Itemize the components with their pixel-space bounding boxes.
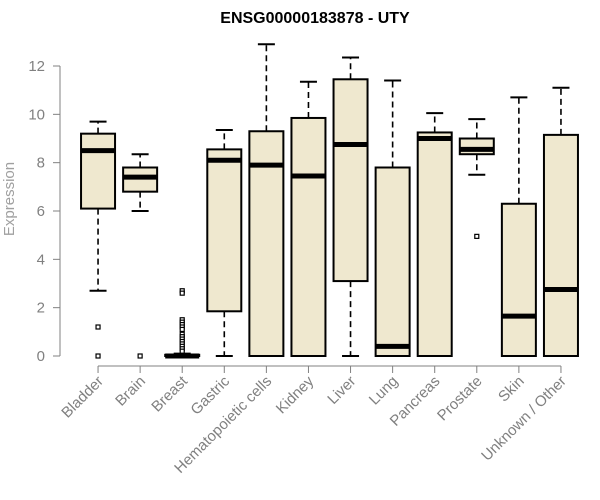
y-tick-label: 12: [28, 58, 45, 75]
box-group: [458, 118, 495, 239]
box-group: [416, 112, 453, 357]
outlier-point: [95, 353, 101, 359]
y-axis-label: Expression: [1, 162, 18, 236]
x-tick-label: Prostate: [434, 373, 486, 425]
x-tick-label: Skin: [495, 373, 528, 406]
box: [332, 78, 369, 283]
box: [500, 202, 537, 357]
x-tick-label: Brain: [112, 373, 149, 410]
outlier-point: [179, 348, 185, 354]
box-group: [542, 86, 579, 357]
y-axis: 0 2 4 6 8 10 12: [28, 58, 61, 365]
x-tick-label: Kidney: [273, 372, 318, 417]
box-group: [122, 153, 159, 359]
y-tick-label: 2: [37, 300, 45, 317]
box-group: [290, 80, 327, 358]
box: [416, 131, 453, 357]
outlier-point: [95, 324, 101, 330]
outlier-point: [179, 290, 185, 296]
y-tick-label: 8: [37, 155, 45, 172]
box: [206, 148, 243, 313]
box-group: [374, 79, 411, 357]
y-tick-label: 6: [37, 203, 45, 220]
x-tick-label: Bladder: [58, 373, 107, 422]
y-tick-label: 10: [28, 106, 45, 123]
outlier-point: [474, 233, 480, 239]
x-tick-label: Breast: [148, 372, 191, 415]
box: [374, 166, 411, 357]
box: [290, 116, 327, 358]
box-group: [80, 120, 117, 359]
y-tick-label: 4: [37, 251, 45, 268]
box-group: [164, 288, 201, 359]
box: [542, 133, 579, 357]
box: [248, 130, 285, 357]
chart-title: ENSG00000183878 - UTY: [220, 10, 410, 27]
box: [80, 132, 117, 210]
box-group: [248, 43, 285, 357]
outlier-point: [179, 326, 185, 333]
x-tick-label: Liver: [324, 373, 359, 408]
y-tick-label: 0: [37, 348, 45, 365]
x-tick-label: Lung: [366, 373, 402, 409]
box-group: [500, 96, 537, 357]
box-group: [206, 129, 243, 357]
boxes: [80, 43, 579, 359]
outlier-point: [137, 353, 143, 359]
box-group: [332, 56, 369, 357]
